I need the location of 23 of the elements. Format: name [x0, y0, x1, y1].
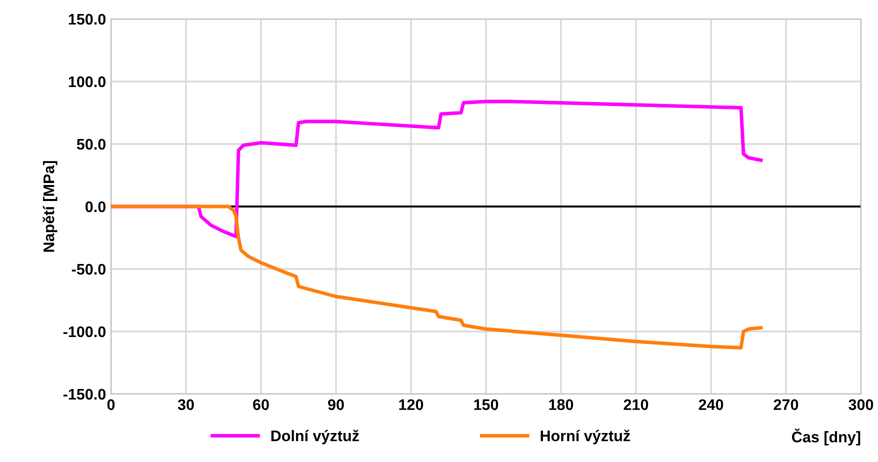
y-tick-label: 50.0 [76, 138, 106, 150]
x-tick-label: 240 [698, 399, 724, 410]
y-tick-label: -100.0 [63, 326, 106, 338]
legend-label: Horní výztuž [540, 430, 630, 444]
x-tick-label: 30 [178, 399, 194, 410]
x-tick-label: 270 [774, 399, 798, 410]
x-axis-title: Čas [dny] [792, 428, 860, 446]
line-series [111, 204, 763, 350]
legend-label: Dolní výztuž [271, 430, 359, 444]
x-tick-label: 150 [474, 399, 498, 410]
x-tick-label: 300 [848, 399, 874, 410]
x-tick-label: 180 [549, 399, 574, 410]
y-tick-label: 0.0 [86, 201, 106, 212]
x-tick-label: 210 [624, 399, 648, 410]
y-tick-label: -50.0 [72, 264, 106, 275]
y-tick-label: -150.0 [63, 388, 106, 400]
y-axis-title: Napětí [MPa] [42, 161, 58, 252]
y-tick-label: 100.0 [68, 76, 106, 88]
x-tick-label: 90 [328, 399, 344, 410]
x-tick-label: 0 [107, 399, 115, 410]
x-tick-label: 60 [253, 399, 269, 410]
x-tick-label: 120 [399, 399, 424, 410]
y-tick-label: 150.0 [68, 14, 106, 25]
